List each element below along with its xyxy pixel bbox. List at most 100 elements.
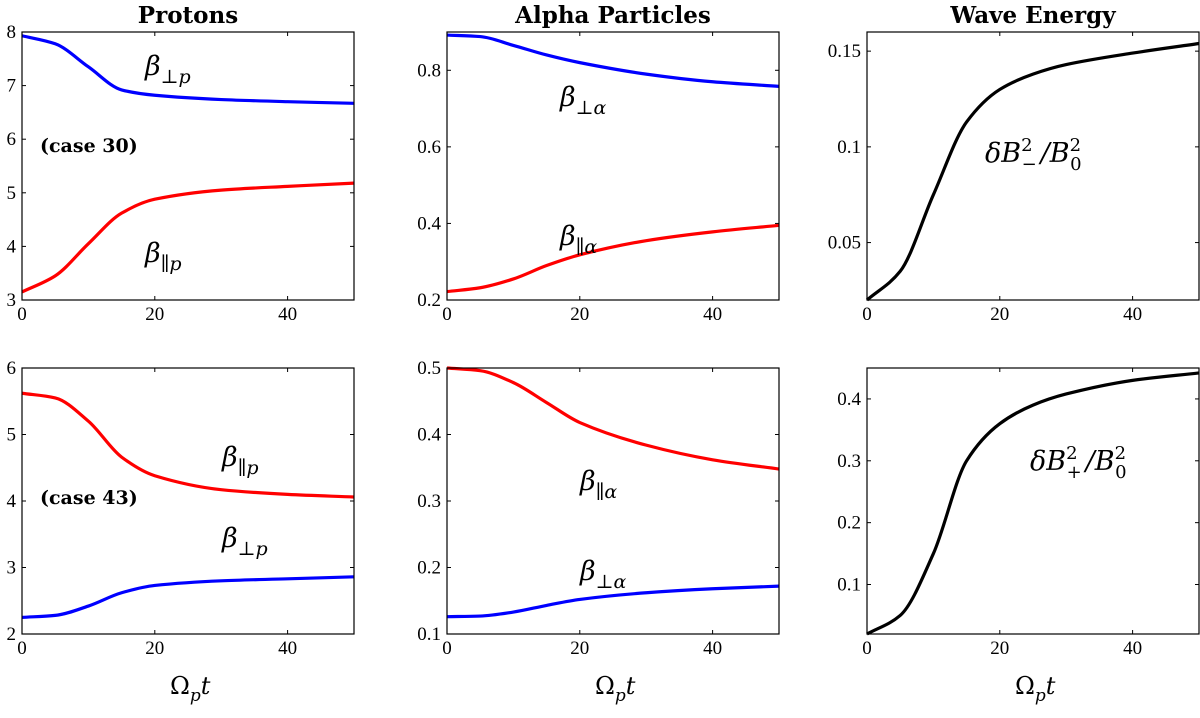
y-tick-label: 0.5 [417,358,441,379]
x-tick-label: 20 [990,304,1009,325]
y-tick-label: 0.1 [417,624,441,645]
series-label-sub: ⊥α [576,97,607,119]
y-tick-label: 0.4 [417,425,441,446]
x-tick-label: 0 [17,638,27,659]
y-tick-label: 5 [7,183,17,204]
y-tick-label: 0.05 [828,233,861,254]
panel-title: Alpha Particles [514,2,711,29]
series-label-sub: ∥α [596,481,618,503]
series-label-sup: 2 [1021,135,1032,156]
series-label-sub: + [1067,462,1082,483]
series-line [446,366,780,471]
series-label-sub: ∥α [576,236,598,258]
x-tick-label: 0 [442,638,452,659]
axes-frame [21,31,355,301]
series-label-slash: /B [1038,138,1070,169]
series-line [446,584,780,619]
series-label: β∥α [579,466,617,503]
series-line [446,223,780,294]
y-tick-label: 0.4 [837,389,861,410]
series-label-sup: 2 [1066,443,1077,464]
series-label: β∥p [221,442,259,479]
x-tick-label: 40 [278,638,297,659]
series-label: δB2 +/B2 0 [1030,443,1127,483]
series-label: β∥p [144,238,182,275]
x-tick-label: 20 [570,304,589,325]
x-tick-label: 40 [1123,638,1142,659]
series-line [865,41,1200,302]
series-line [446,33,780,88]
y-tick-label: 3 [7,558,17,579]
x-tick-label: 20 [145,638,164,659]
axes-frame [866,367,1200,635]
series-label-symbol: δB [1030,446,1066,477]
series-label-symbol: β [559,221,576,252]
x-tick-label: 0 [862,638,872,659]
series-label-sub: 0 [1115,462,1126,483]
y-tick-label: 6 [7,129,17,150]
series-label-sub: ∥p [161,253,182,275]
series-label: δB2−/B2 0 [985,135,1082,175]
y-tick-label: 0.3 [837,451,861,472]
series-label: β⊥p [221,523,268,560]
y-tick-label: 4 [7,236,17,257]
series-label: β⊥p [144,51,191,88]
series-line [21,34,355,105]
series-label-symbol: β [144,238,161,269]
series-label-sub: ∥p [238,457,259,479]
series-line [21,391,355,499]
axes-frame [446,31,780,301]
y-tick-label: 0.1 [837,137,861,158]
x-tick-label: 20 [145,304,164,325]
series-label-symbol: β [221,523,238,554]
x-axis-label: Ωpt [1015,672,1056,706]
x-tick-label: 0 [862,304,872,325]
y-tick-label: 0.2 [417,558,441,579]
series-label-sub: ⊥α [596,571,627,593]
case-annotation: (case 43) [40,487,138,509]
y-tick-label: 0.2 [417,290,441,311]
series-label-symbol: β [579,466,596,497]
y-tick-label: 0.4 [417,213,441,234]
panel-title: Wave Energy [949,2,1116,29]
y-tick-label: 0.8 [417,60,441,81]
series-label: β⊥α [559,82,606,119]
y-tick-label: 0.1 [837,575,861,596]
series-label-sub: ⊥p [238,538,268,560]
y-tick-label: 4 [7,491,17,512]
x-tick-label: 40 [1123,304,1142,325]
y-tick-label: 5 [7,425,17,446]
series-label-sub: 0 [1070,154,1081,175]
series-label-symbol: β [559,82,576,113]
series-label-symbol: β [579,556,596,587]
y-tick-label: 2 [7,624,17,645]
y-tick-label: 7 [7,76,17,97]
x-tick-label: 20 [570,638,589,659]
series-line [866,371,1200,636]
x-axis-label: Ωpt [595,672,636,706]
y-tick-label: 0.2 [837,513,861,534]
series-line [21,181,355,294]
series-label: β⊥α [579,556,626,593]
y-tick-label: 0.6 [417,137,441,158]
series-label-sub: ⊥p [161,66,191,88]
series-label: β∥α [559,221,597,258]
x-tick-label: 40 [703,638,722,659]
series-label-sup: 2 [1070,135,1081,156]
panel-title: Protons [138,2,238,29]
y-tick-label: 0.3 [417,491,441,512]
x-tick-label: 40 [278,304,297,325]
series-label-sub: − [1022,154,1037,175]
x-tick-label: 0 [17,304,27,325]
x-tick-label: 20 [990,638,1009,659]
y-tick-label: 8 [7,22,17,43]
series-label-slash: /B [1083,446,1115,477]
y-tick-label: 3 [7,290,17,311]
